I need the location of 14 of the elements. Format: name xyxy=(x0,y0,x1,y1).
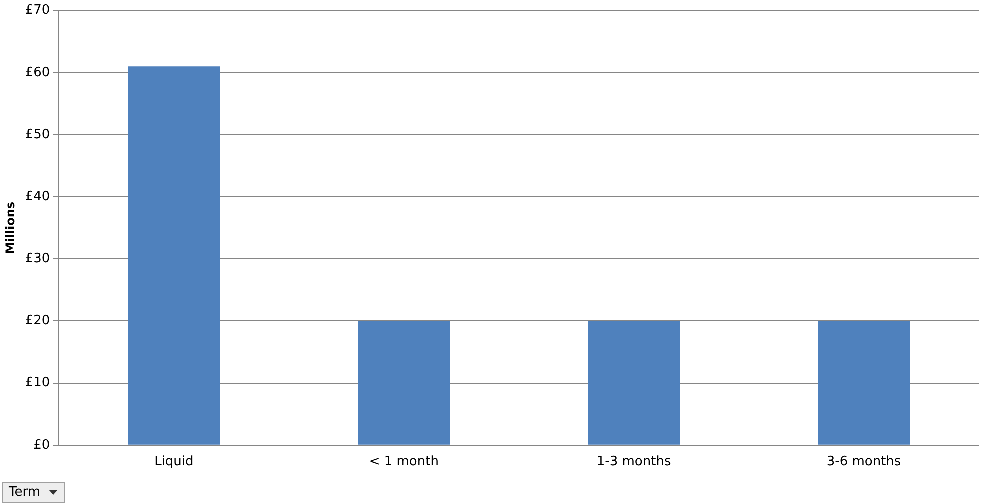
y-tick-label: £0 xyxy=(34,438,50,453)
y-tick-label: £10 xyxy=(25,376,50,391)
x-tick-label: Liquid xyxy=(154,454,194,470)
y-axis-title: Millions xyxy=(3,202,18,254)
x-tick-label: 1-3 months xyxy=(596,454,672,470)
y-tick-label: £20 xyxy=(25,314,50,329)
y-tick-label: £50 xyxy=(25,127,50,142)
y-tick-label: £40 xyxy=(25,189,50,204)
x-tick-label: 3-6 months xyxy=(826,454,902,470)
x-tick-label: < 1 month xyxy=(369,454,439,470)
y-tick-label: £60 xyxy=(25,65,50,80)
y-tick-label: £30 xyxy=(25,252,50,267)
text: Term xyxy=(9,485,41,500)
y-tick-label: £70 xyxy=(25,3,50,18)
